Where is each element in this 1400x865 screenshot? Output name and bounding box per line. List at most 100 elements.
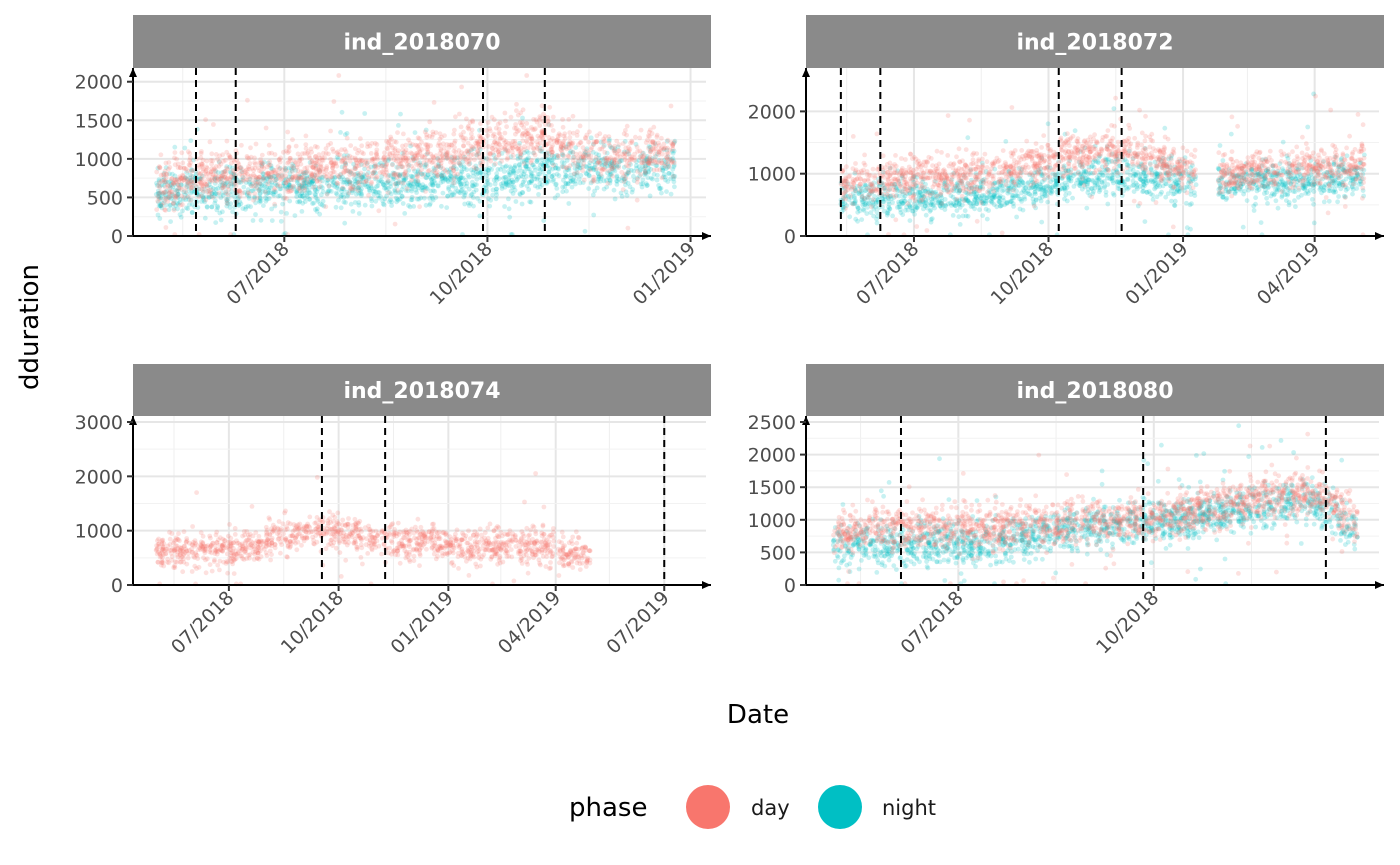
point-day: [493, 161, 498, 167]
point-night: [423, 202, 429, 208]
point-day: [524, 121, 530, 126]
point-night: [950, 213, 956, 218]
point-night: [443, 152, 449, 158]
point-day: [668, 103, 674, 109]
point-day: [570, 149, 576, 155]
point-day: [336, 152, 341, 158]
point-day: [518, 150, 524, 155]
point-day: [199, 161, 205, 167]
point-day: [393, 158, 399, 164]
point-day: [289, 163, 295, 169]
point-day: [524, 138, 529, 144]
point-night: [402, 211, 408, 216]
point-day: [359, 150, 365, 155]
point-day: [365, 141, 371, 147]
point-day: [272, 178, 278, 184]
point-night: [984, 195, 990, 201]
point-night: [445, 179, 451, 185]
point-day: [555, 133, 561, 139]
point-night: [648, 175, 654, 181]
point-night: [430, 197, 436, 203]
point-day: [474, 153, 480, 158]
point-night: [448, 189, 453, 195]
point-night: [1094, 181, 1100, 187]
point-day: [400, 180, 406, 186]
point-day: [541, 111, 546, 117]
point-day: [485, 133, 491, 139]
point-night: [576, 176, 582, 182]
point-day: [271, 168, 277, 173]
point-day: [587, 129, 592, 135]
point-night: [1293, 204, 1298, 210]
point-night: [630, 187, 636, 192]
point-day: [600, 144, 606, 150]
point-day: [158, 189, 164, 195]
point-day: [433, 163, 439, 169]
point-day: [495, 121, 501, 127]
point-day: [395, 188, 400, 193]
point-day: [560, 117, 565, 122]
point-night: [997, 203, 1003, 209]
point-night: [457, 179, 463, 185]
point-night: [646, 165, 651, 171]
point-night: [913, 207, 918, 213]
point-night: [495, 167, 501, 172]
point-day: [461, 129, 466, 135]
point-night: [564, 188, 569, 194]
point-night: [261, 203, 266, 209]
point-day: [464, 116, 469, 122]
point-night: [1172, 203, 1178, 209]
point-day: [206, 192, 212, 197]
point-night: [356, 211, 362, 216]
point-day: [606, 140, 612, 146]
point-night: [965, 135, 971, 141]
point-night: [1163, 194, 1169, 200]
point-night: [282, 183, 288, 189]
point-night: [1033, 197, 1039, 203]
point-night: [988, 199, 994, 205]
point-day: [426, 167, 432, 173]
point-day: [188, 160, 194, 166]
point-day: [1041, 176, 1047, 182]
point-day: [174, 194, 179, 200]
point-day: [290, 137, 295, 143]
point-night: [1043, 193, 1049, 199]
point-day: [385, 178, 391, 184]
point-night: [355, 185, 361, 191]
point-night: [348, 201, 354, 207]
point-day: [626, 145, 631, 150]
point-night: [465, 173, 471, 178]
point-night: [444, 205, 450, 211]
point-night: [501, 175, 506, 181]
point-day: [407, 140, 413, 146]
point-night: [459, 168, 464, 174]
point-night: [595, 179, 600, 185]
point-day: [385, 190, 391, 196]
point-night: [341, 195, 347, 200]
point-night: [608, 171, 614, 177]
point-night: [576, 164, 581, 169]
point-night: [269, 182, 275, 188]
point-day: [340, 185, 346, 191]
point-night: [666, 163, 672, 169]
point-night: [452, 189, 458, 195]
point-day: [665, 145, 670, 151]
point-day: [400, 143, 405, 149]
point-night: [315, 197, 320, 202]
point-day: [225, 192, 231, 197]
point-day: [611, 159, 617, 165]
point-day: [620, 187, 626, 193]
point-night: [1331, 189, 1337, 195]
point-day: [594, 166, 600, 172]
point-day: [514, 108, 519, 114]
point-day: [323, 204, 329, 210]
point-night: [582, 151, 587, 157]
point-night: [1343, 187, 1349, 193]
point-night: [514, 178, 519, 183]
point-day: [660, 151, 665, 157]
point-night: [411, 181, 416, 187]
point-night: [1010, 193, 1016, 199]
point-day: [383, 162, 389, 168]
point-night: [303, 183, 309, 189]
